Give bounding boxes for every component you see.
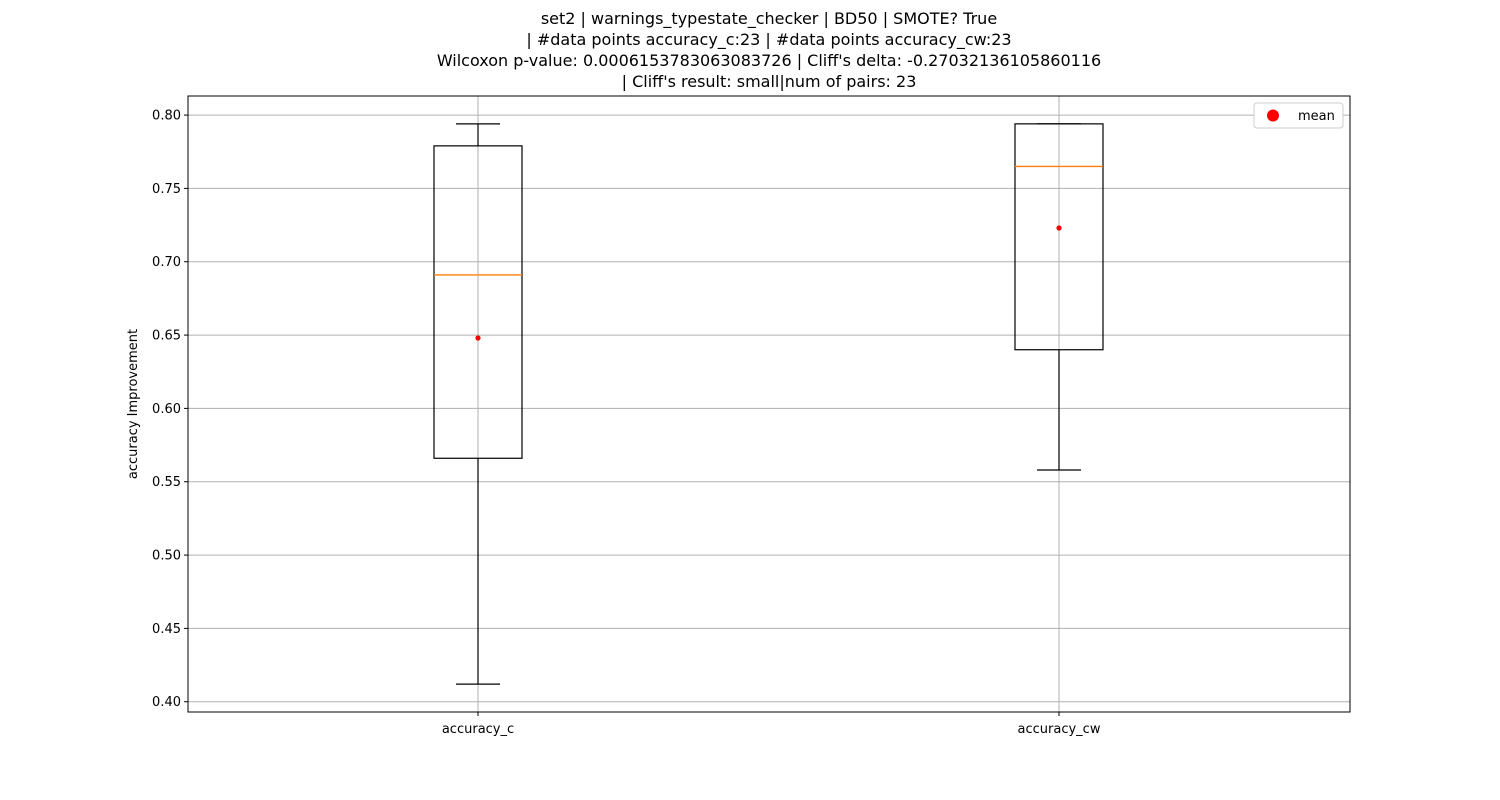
iqr-box	[433, 145, 523, 459]
y-tick-label: 0.80	[152, 109, 181, 124]
mean-marker	[475, 335, 481, 341]
legend: mean	[1253, 102, 1344, 129]
chart-title-line-4: | Cliff's result: small|num of pairs: 23	[621, 72, 917, 91]
y-tick-label: 0.55	[152, 475, 181, 490]
x-tick-label: accuracy_cw	[1018, 722, 1101, 737]
x-axis-ticks: accuracy_c accuracy_cw	[442, 712, 1101, 737]
y-tick-label: 0.70	[152, 255, 181, 270]
x-tick-label: accuracy_c	[442, 722, 514, 737]
y-axis-label: accuracy Improvement	[126, 329, 141, 479]
chart-title: set2 | warnings_typestate_checker | BD50…	[0, 8, 1500, 92]
legend-mean-label: mean	[1298, 109, 1335, 124]
legend-frame	[1253, 102, 1344, 129]
y-axis-ticks: 0.40 0.45 0.50 0.55 0.60 0.65 0.70 0.75 0.80	[152, 109, 188, 710]
chart-title-line-3: Wilcoxon p-value: 0.0006153783063083726 …	[436, 51, 1102, 70]
y-tick-label: 0.50	[152, 549, 181, 564]
chart-title-line-2: | #data points accuracy_c:23 | #data poi…	[526, 30, 1012, 49]
y-tick-label: 0.60	[152, 402, 181, 417]
iqr-box	[1014, 123, 1104, 351]
y-tick-label: 0.45	[152, 622, 181, 637]
y-tick-label: 0.40	[152, 695, 181, 710]
mean-marker	[1056, 225, 1062, 231]
box-accuracy_c	[433, 123, 523, 685]
box-accuracy_cw	[1014, 123, 1104, 471]
chart-title-line-1: set2 | warnings_typestate_checker | BD50…	[540, 9, 998, 28]
plot-area-frame	[187, 95, 1351, 713]
legend-mean-marker	[1267, 109, 1279, 122]
grid-lines	[188, 96, 1350, 712]
box-plot-series	[433, 123, 1104, 685]
y-tick-label: 0.65	[152, 329, 181, 344]
y-tick-label: 0.75	[152, 182, 181, 197]
